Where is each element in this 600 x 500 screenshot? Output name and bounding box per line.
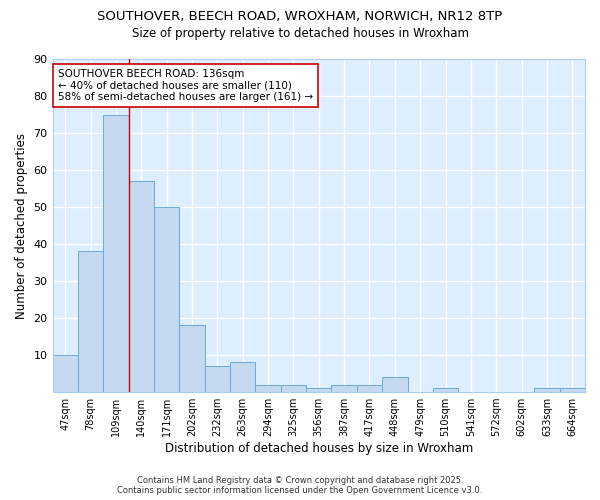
Bar — [179, 326, 205, 392]
Bar — [53, 355, 78, 392]
Bar — [306, 388, 331, 392]
Bar — [560, 388, 585, 392]
Y-axis label: Number of detached properties: Number of detached properties — [15, 132, 28, 318]
Text: Contains HM Land Registry data © Crown copyright and database right 2025.
Contai: Contains HM Land Registry data © Crown c… — [118, 476, 482, 495]
Bar — [205, 366, 230, 392]
Bar — [534, 388, 560, 392]
Text: SOUTHOVER, BEECH ROAD, WROXHAM, NORWICH, NR12 8TP: SOUTHOVER, BEECH ROAD, WROXHAM, NORWICH,… — [97, 10, 503, 23]
Bar — [230, 362, 256, 392]
Bar — [433, 388, 458, 392]
Bar — [154, 207, 179, 392]
Bar — [128, 181, 154, 392]
Bar — [103, 114, 128, 392]
X-axis label: Distribution of detached houses by size in Wroxham: Distribution of detached houses by size … — [164, 442, 473, 455]
Bar — [382, 378, 407, 392]
Bar — [281, 384, 306, 392]
Text: Size of property relative to detached houses in Wroxham: Size of property relative to detached ho… — [131, 28, 469, 40]
Text: SOUTHOVER BEECH ROAD: 136sqm
← 40% of detached houses are smaller (110)
58% of s: SOUTHOVER BEECH ROAD: 136sqm ← 40% of de… — [58, 69, 313, 102]
Bar — [256, 384, 281, 392]
Bar — [78, 252, 103, 392]
Bar — [357, 384, 382, 392]
Bar — [331, 384, 357, 392]
